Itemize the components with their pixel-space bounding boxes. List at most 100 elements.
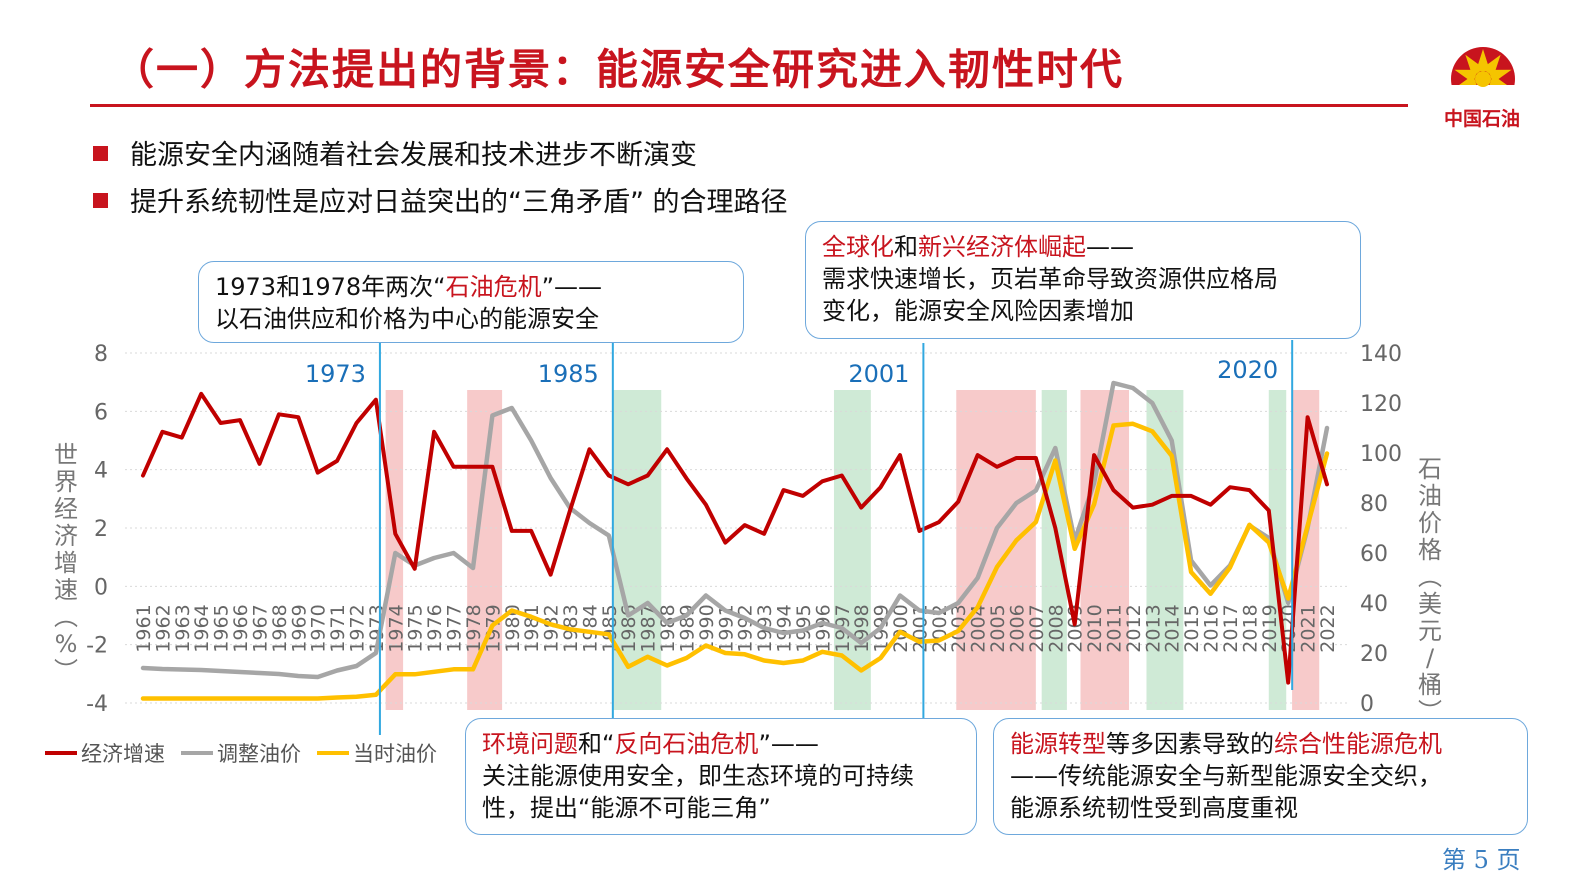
x-tick-label: 1978 [463, 604, 485, 652]
x-tick-label: 2019 [1259, 604, 1281, 652]
series-line-adjusted-oil [140, 380, 1330, 680]
left-tick-label: -2 [86, 634, 108, 659]
title-divider [90, 104, 1408, 107]
x-tick-label: 1996 [812, 604, 834, 652]
legend-label: 调整油价 [217, 742, 301, 766]
callout-1-line2: 以石油供应和价格为中心的能源安全 [215, 305, 599, 333]
year-marker-label: 2001 [848, 360, 909, 388]
x-tick-label: 1967 [249, 604, 271, 652]
x-tick-label: 2007 [1026, 604, 1048, 652]
chart-legend: 经济增速 调整油价 当时油价 [45, 736, 453, 768]
x-tick-label: 2006 [1006, 604, 1028, 652]
callout-3-line3: 性，提出“能源不可能三角” [482, 794, 771, 822]
x-tick-label: 2011 [1103, 604, 1125, 652]
legend-label: 经济增速 [81, 742, 165, 766]
right-tick-label: 40 [1360, 592, 1388, 617]
x-tick-label: 2009 [1065, 604, 1087, 652]
x-tick-label: 2022 [1317, 604, 1339, 652]
year-marker-label: 1973 [305, 360, 366, 388]
bullet-2-text: 提升系统韧性是应对日益突出的“三角矛盾” 的合理路径 [130, 187, 788, 218]
callout-1-highlight: 石油危机 [445, 273, 542, 301]
right-tick-label: 80 [1360, 492, 1388, 517]
series-line-gdp [141, 391, 1329, 685]
callout-1-post: ”—— [541, 273, 603, 301]
right-tick-label: 120 [1360, 392, 1402, 417]
x-tick-label: 1974 [385, 604, 407, 652]
callout-2-highlight-1: 全球化 [822, 233, 894, 261]
callout-4-highlight-2: 综合性能源危机 [1274, 730, 1442, 758]
bullet-1: 能源安全内涵随着社会发展和技术进步不断演变 [93, 133, 697, 172]
x-tick-label: 1986 [618, 604, 640, 652]
x-tick-label: 2013 [1142, 604, 1164, 652]
callout-3-post: ”—— [758, 730, 819, 758]
year-marker-label: 1985 [538, 360, 599, 388]
crisis-band-red [1080, 390, 1130, 710]
page-title: （一）方法提出的背景：能源安全研究进入韧性时代 [112, 45, 1125, 94]
x-tick-label: 1969 [288, 604, 310, 652]
x-tick-label: 1972 [347, 604, 369, 652]
x-tick-label: 1963 [172, 604, 194, 652]
right-tick-label: 20 [1360, 642, 1388, 667]
x-tick-label: 2005 [987, 604, 1009, 652]
x-tick-label: 1975 [405, 604, 427, 652]
crisis-band-green [1041, 390, 1067, 710]
x-tick-label: 2008 [1045, 604, 1067, 652]
legend-item: 经济增速 [45, 738, 165, 768]
legend-swatch [181, 751, 213, 755]
x-tick-label: 2021 [1298, 604, 1320, 652]
callout-4-highlight-1: 能源转型 [1010, 730, 1106, 758]
page-number: 第 5 页 [1442, 846, 1521, 874]
callout-1-pre: 1973和1978年两次“ [215, 273, 446, 301]
legend-swatch [45, 751, 77, 755]
x-tick-label: 1991 [715, 604, 737, 652]
right-tick-label: 60 [1360, 542, 1388, 567]
bullet-square-icon [93, 146, 108, 161]
callout-2-line2: 需求快速增长，页岩革命导致资源供应格局 [822, 265, 1278, 293]
x-tick-label: 2015 [1181, 604, 1203, 652]
bullet-square-icon [93, 193, 108, 208]
left-tick-label: 8 [94, 342, 108, 367]
crisis-band-red [467, 390, 503, 710]
callout-3-line2: 关注能源使用安全，即生态环境的可持续 [482, 762, 914, 790]
bullet-1-text: 能源安全内涵随着社会发展和技术进步不断演变 [130, 140, 697, 171]
bullet-2: 提升系统韧性是应对日益突出的“三角矛盾” 的合理路径 [93, 180, 788, 219]
right-tick-label: 0 [1360, 692, 1374, 717]
right-tick-label: 100 [1360, 442, 1402, 467]
callout-3-highlight-2: 反向石油危机 [614, 730, 759, 758]
x-tick-label: 2016 [1201, 604, 1223, 652]
left-tick-label: -4 [86, 692, 108, 717]
x-tick-label: 1984 [579, 604, 601, 652]
x-tick-label: 2010 [1084, 604, 1106, 652]
left-axis-label: 世界经济增速 ︵% ︶ [54, 441, 78, 685]
callout-4-line3: 能源系统韧性受到高度重视 [1010, 794, 1298, 822]
callout-3-highlight-1: 环境问题 [482, 730, 578, 758]
series-line-nominal-oil [140, 421, 1330, 701]
petrochina-logo-icon [1443, 47, 1523, 125]
crisis-band-red [385, 390, 404, 710]
legend-swatch [317, 751, 349, 755]
x-tick-label: 1961 [133, 604, 155, 652]
logo-text: 中国石油 [1443, 108, 1520, 130]
x-tick-label: 1970 [308, 604, 330, 652]
x-tick-label: 1965 [211, 604, 233, 652]
x-tick-label: 1976 [424, 604, 446, 652]
left-tick-label: 2 [94, 517, 108, 542]
callout-4-line2: ——传统能源安全与新型能源安全交织， [1010, 762, 1442, 790]
x-tick-label: 1966 [230, 604, 252, 652]
callout-2-mid: 和 [894, 233, 918, 261]
x-tick-label: 2012 [1123, 604, 1145, 652]
x-tick-label: 1985 [599, 604, 621, 652]
year-marker-label: 2020 [1217, 356, 1278, 384]
legend-label: 当时油价 [353, 742, 437, 766]
x-tick-label: 1964 [191, 604, 213, 652]
x-tick-label: 1971 [327, 604, 349, 652]
legend-item: 调整油价 [181, 738, 301, 768]
callout-energy-transition: 能源转型等多因素导致的综合性能源危机 ——传统能源安全与新型能源安全交织， 能源… [993, 718, 1528, 835]
x-tick-label: 2014 [1162, 604, 1184, 652]
x-tick-label: 1990 [696, 604, 718, 652]
crisis-band-green [1146, 390, 1184, 710]
x-tick-label: 1994 [774, 604, 796, 652]
callout-2-highlight-2: 新兴经济体崛起 [918, 233, 1086, 261]
left-tick-label: 0 [94, 575, 108, 600]
callout-2-line3: 变化，能源安全风险因素增加 [822, 297, 1134, 325]
